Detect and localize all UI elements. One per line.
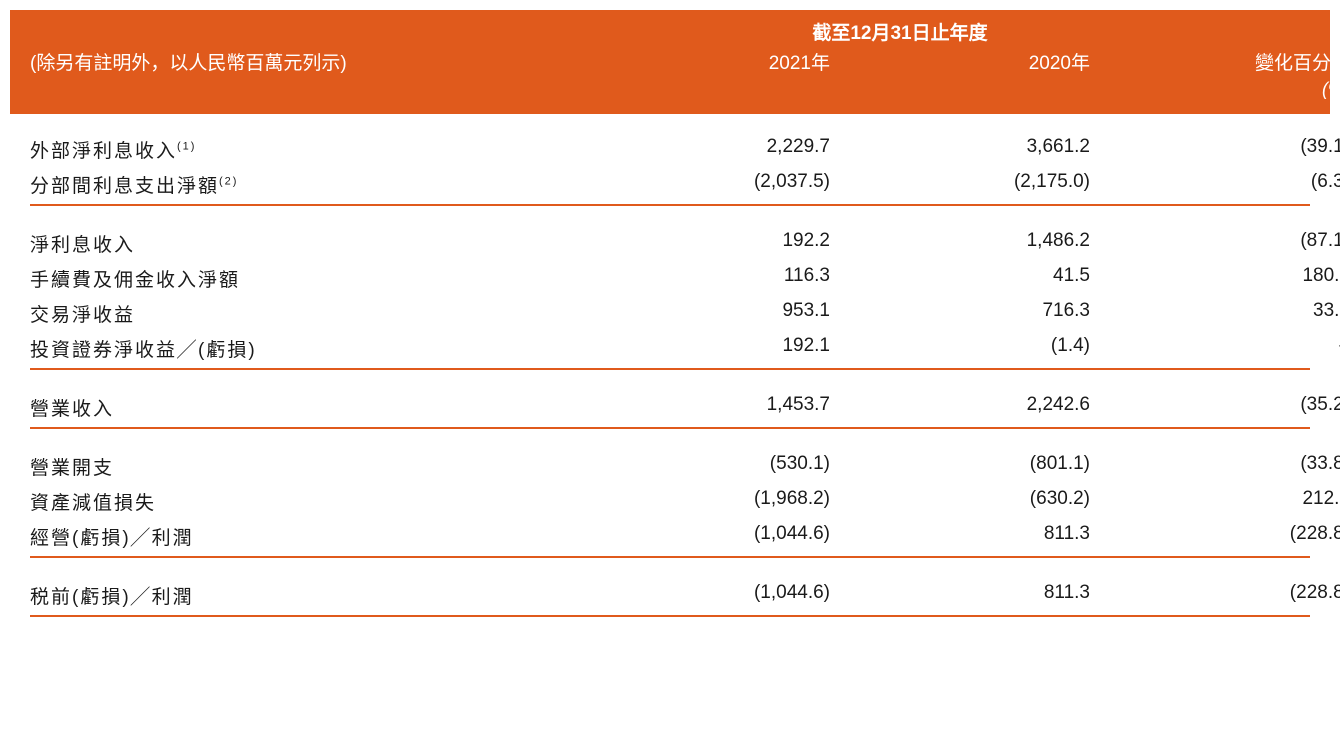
cell-change: (33.8)	[1090, 453, 1340, 480]
section-divider	[30, 204, 1310, 206]
row-label: 分部間利息支出淨額(2)	[30, 171, 610, 198]
section-divider	[30, 427, 1310, 429]
row-label: 營業收入	[30, 394, 610, 421]
cell-change: (228.8)	[1090, 582, 1340, 609]
table-row: 經營(虧損)╱利潤(1,044.6)811.3(228.8)	[30, 519, 1310, 554]
row-label: 税前(虧損)╱利潤	[30, 582, 610, 609]
cell-change: (35.2)	[1090, 394, 1340, 421]
period-label: 截至12月31日止年度	[730, 18, 1070, 45]
header-row-label: (除另有註明外，以人民幣百萬元列示)	[30, 20, 610, 100]
table-body: 外部淨利息收入(1)2,229.73,661.2(39.1)分部間利息支出淨額(…	[10, 114, 1330, 617]
cell-y2021: 1,453.7	[610, 394, 830, 421]
section-divider	[30, 556, 1310, 558]
cell-y2020: (630.2)	[830, 488, 1090, 515]
table-row: 税前(虧損)╱利潤(1,044.6)811.3(228.8)	[30, 560, 1310, 613]
header-col-change: 變化百分比 (%)	[1090, 20, 1340, 100]
cell-change: (228.8)	[1090, 523, 1340, 550]
table-row: 分部間利息支出淨額(2)(2,037.5)(2,175.0)(6.3)	[30, 167, 1310, 202]
cell-y2020: (1.4)	[830, 335, 1090, 362]
cell-y2021: 116.3	[610, 265, 830, 292]
row-label: 交易淨收益	[30, 300, 610, 327]
cell-y2020: 3,661.2	[830, 136, 1090, 163]
financial-table: 截至12月31日止年度 (除另有註明外，以人民幣百萬元列示) 2021年 202…	[10, 10, 1330, 617]
row-label: 淨利息收入	[30, 230, 610, 257]
cell-y2021: 192.2	[610, 230, 830, 257]
table-row: 淨利息收入192.21,486.2(87.1)	[30, 208, 1310, 261]
cell-y2020: 811.3	[830, 582, 1090, 609]
cell-change: (39.1)	[1090, 136, 1340, 163]
cell-y2020: 41.5	[830, 265, 1090, 292]
table-row: 手續費及佣金收入淨額116.341.5180.2	[30, 261, 1310, 296]
cell-y2021: (1,044.6)	[610, 523, 830, 550]
row-label: 手續費及佣金收入淨額	[30, 265, 610, 292]
cell-change: (6.3)	[1090, 171, 1340, 198]
cell-y2021: 953.1	[610, 300, 830, 327]
change-unit: (%)	[1090, 79, 1340, 100]
table-row: 交易淨收益953.1716.333.1	[30, 296, 1310, 331]
section-divider	[30, 615, 1310, 617]
cell-y2020: (801.1)	[830, 453, 1090, 480]
cell-y2021: (1,044.6)	[610, 582, 830, 609]
section-divider	[30, 368, 1310, 370]
row-label: 外部淨利息收入(1)	[30, 136, 610, 163]
row-label: 營業開支	[30, 453, 610, 480]
table-row: 資產減值損失(1,968.2)(630.2)212.3	[30, 484, 1310, 519]
cell-y2020: 811.3	[830, 523, 1090, 550]
cell-y2020: 716.3	[830, 300, 1090, 327]
cell-y2021: 192.1	[610, 335, 830, 362]
table-row: 投資證券淨收益╱(虧損)192.1(1.4)–	[30, 331, 1310, 366]
row-label: 資產減值損失	[30, 488, 610, 515]
table-row: 外部淨利息收入(1)2,229.73,661.2(39.1)	[30, 114, 1310, 167]
cell-y2021: (2,037.5)	[610, 171, 830, 198]
change-label: 變化百分比	[1255, 53, 1340, 74]
cell-y2021: 2,229.7	[610, 136, 830, 163]
cell-y2020: 1,486.2	[830, 230, 1090, 257]
cell-y2021: (1,968.2)	[610, 488, 830, 515]
cell-change: 180.2	[1090, 265, 1340, 292]
table-row: 營業收入1,453.72,242.6(35.2)	[30, 372, 1310, 425]
table-row: 營業開支(530.1)(801.1)(33.8)	[30, 431, 1310, 484]
cell-y2020: 2,242.6	[830, 394, 1090, 421]
row-label: 投資證券淨收益╱(虧損)	[30, 335, 610, 362]
footnote-ref: (2)	[219, 176, 238, 188]
cell-change: –	[1090, 335, 1340, 362]
cell-change: 33.1	[1090, 300, 1340, 327]
cell-y2020: (2,175.0)	[830, 171, 1090, 198]
row-label: 經營(虧損)╱利潤	[30, 523, 610, 550]
footnote-ref: (1)	[177, 141, 196, 153]
cell-change: 212.3	[1090, 488, 1340, 515]
cell-y2021: (530.1)	[610, 453, 830, 480]
cell-change: (87.1)	[1090, 230, 1340, 257]
table-header: 截至12月31日止年度 (除另有註明外，以人民幣百萬元列示) 2021年 202…	[10, 10, 1330, 114]
